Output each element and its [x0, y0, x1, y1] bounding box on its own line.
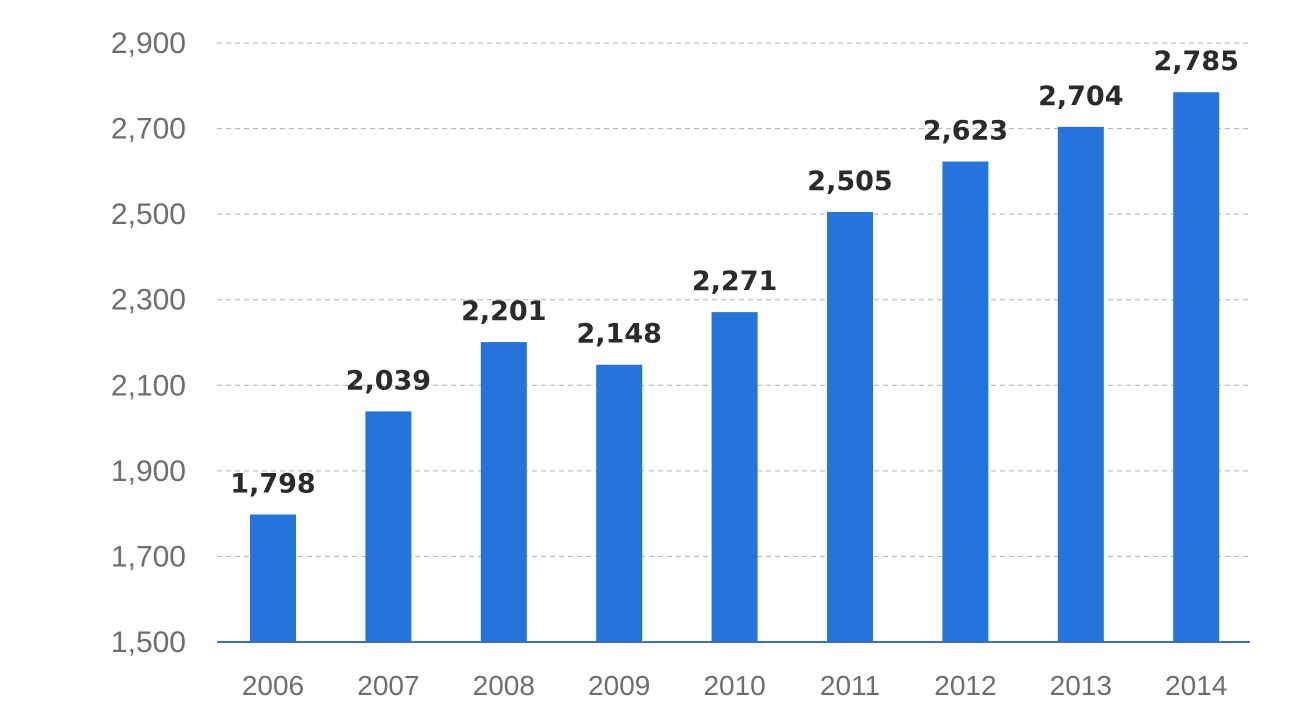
data-label: 2,505 — [807, 166, 892, 197]
data-label: 2,271 — [692, 266, 777, 297]
data-label: 2,704 — [1038, 81, 1123, 112]
bar — [942, 161, 989, 643]
x-tick-label: 2009 — [588, 670, 650, 701]
y-axis-ticks: 1,500 1,700 1,900 2,100 2,300 2,500 2,700 2,900 — [111, 27, 186, 659]
bar — [480, 342, 527, 642]
bar — [1057, 126, 1104, 643]
data-label: 2,039 — [346, 365, 431, 396]
y-tick-label: 1,900 — [111, 455, 186, 488]
data-label: 1,798 — [230, 468, 315, 499]
x-tick-label: 2014 — [1165, 670, 1227, 701]
data-label: 2,148 — [576, 319, 661, 350]
y-tick-label: 1,700 — [111, 540, 186, 573]
y-tick-label: 1,500 — [111, 626, 186, 659]
x-tick-label: 2012 — [934, 670, 996, 701]
x-tick-label: 2010 — [703, 670, 765, 701]
data-label: 2,785 — [1153, 46, 1238, 77]
y-tick-label: 2,700 — [111, 113, 186, 146]
data-label: 2,623 — [923, 116, 1008, 147]
y-tick-label: 2,300 — [111, 284, 186, 317]
x-tick-label: 2006 — [242, 670, 304, 701]
data-label: 2,201 — [461, 296, 546, 327]
bar — [711, 312, 758, 642]
bar — [1173, 92, 1220, 643]
x-tick-label: 2013 — [1050, 670, 1112, 701]
x-tick-label: 2007 — [357, 670, 419, 701]
y-tick-label: 2,500 — [111, 198, 186, 231]
bars — [250, 92, 1220, 643]
x-tick-label: 2008 — [473, 670, 535, 701]
bar — [596, 364, 643, 642]
bar — [365, 411, 412, 642]
bar — [827, 212, 873, 642]
y-tick-label: 2,100 — [111, 369, 186, 402]
y-tick-label: 2,900 — [111, 27, 186, 60]
x-tick-label: 2011 — [820, 670, 880, 701]
x-axis-ticks: 2006 2007 2008 2009 2010 2011 2012 2013 2014 — [242, 670, 1227, 701]
bar — [250, 514, 296, 642]
data-labels: 1,798 2,039 2,201 2,148 2,271 2,505 2,623 2,704… — [230, 46, 1239, 499]
